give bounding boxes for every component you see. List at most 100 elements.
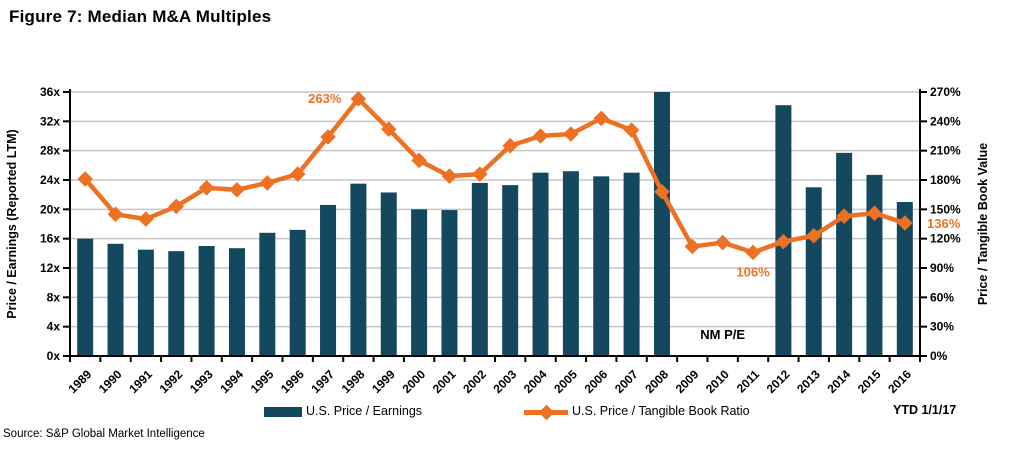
ptbv-marker-1990 [107,206,124,223]
ptbv-marker-1997 [320,129,336,145]
x-tick-label-2008: 2008 [642,367,671,396]
x-tick-label-1998: 1998 [339,367,368,396]
annotation-NMPE: NM P/E [700,327,745,342]
legend-bar-label: U.S. Price / Earnings [306,404,423,418]
x-tick-label-2003: 2003 [491,367,520,396]
x-tick-label-2006: 2006 [582,367,611,396]
x-tick-label-2016: 2016 [885,367,914,396]
x-tick-label-1996: 1996 [278,367,307,396]
ptbv-marker-2011 [745,244,761,261]
right-tick-label: 30% [930,320,954,334]
x-tick-label-1989: 1989 [66,367,95,396]
bar-2005 [562,171,579,356]
ptbv-marker-1999 [380,121,397,137]
x-tick-label-1990: 1990 [96,367,125,396]
x-tick-label-1995: 1995 [248,367,277,396]
bar-1996 [289,229,306,356]
bar-2006 [593,176,610,356]
left-tick-label: 20x [40,202,60,216]
ptbv-marker-2010 [714,234,731,251]
ptbv-marker-2005 [563,126,579,142]
ptbv-marker-2006 [593,110,610,127]
left-tick-label: 36x [40,85,60,99]
ptbv-marker-2000 [411,152,427,169]
bar-2000 [411,209,428,356]
bar-1990 [107,243,124,356]
left-tick-label: 4x [47,320,61,334]
ptbv-line [82,96,908,255]
ptbv-marker-2013 [805,227,822,244]
right-axis-title: Price / Tangible Book Value [976,143,990,305]
x-tick-label-2002: 2002 [460,367,489,396]
ptbv-marker-2002 [472,166,488,182]
x-tick-label-2007: 2007 [612,367,641,396]
left-tick-label: 16x [40,232,60,246]
x-tick-label-1992: 1992 [157,367,186,396]
right-tick-label: 180% [930,173,961,187]
bar-1989 [77,238,94,356]
x-tick-label-2004: 2004 [521,367,550,396]
ptbv-marker-2016 [897,215,913,231]
ptbv-marker-1989 [77,171,93,187]
left-tick-label: 28x [40,144,60,158]
x-tick-label-2014: 2014 [824,367,853,396]
bar-2004 [532,172,549,356]
ptbv-marker-2015 [866,205,883,222]
x-tick-label-2009: 2009 [673,367,702,396]
x-tick-label-2011: 2011 [734,367,763,396]
bar-1997 [320,204,337,356]
left-tick-label: 0x [47,349,61,363]
source-text: Source: S&P Global Market Intelligence [3,428,205,440]
bar-1999 [380,192,397,356]
x-tick-label-2005: 2005 [551,367,580,396]
legend-line-label: U.S. Price / Tangible Book Ratio [572,404,750,418]
ptbv-marker-1994 [229,181,245,198]
right-tick-label: 270% [930,85,961,99]
x-tick-label-2012: 2012 [764,367,793,396]
ptbv-marker-2003 [502,137,518,154]
x-tick-label-1993: 1993 [187,367,216,396]
ptbv-marker-1993 [198,180,215,196]
x-tick-label-1991: 1991 [126,367,155,396]
ytd-label: YTD 1/1/17 [893,403,957,417]
annotation-136: 136% [927,216,961,231]
bar-2007 [623,172,640,356]
legend-bar-swatch [264,407,302,417]
ptbv-marker-2001 [441,168,458,184]
bar-1993 [198,246,215,356]
ptbv-marker-1995 [259,175,276,191]
ptbv-marker-1996 [289,166,306,182]
legend-line-swatch [524,404,568,421]
right-tick-label: 240% [930,114,961,128]
annotation-106: 106% [736,264,770,279]
ptbv-marker-1991 [138,211,154,227]
left-tick-label: 32x [40,114,60,128]
x-tick-label-1999: 1999 [369,367,398,396]
bar-2001 [441,210,458,356]
left-axis-title: Price / Earnings (Reported LTM) [5,129,19,318]
right-tick-label: 120% [930,232,961,246]
bar-1991 [137,249,154,356]
bar-2015 [866,174,883,356]
bar-1995 [259,232,276,356]
x-tick-label-2015: 2015 [855,367,884,396]
right-tick-label: 150% [930,202,961,216]
ptbv-marker-2014 [836,208,852,224]
bar-1998 [350,183,367,356]
x-tick-label-2010: 2010 [703,367,732,396]
bar-2002 [471,182,488,356]
bar-1992 [168,251,185,356]
ptbv-marker-2007 [623,122,640,138]
right-tick-label: 210% [930,144,961,158]
x-tick-label-2001: 2001 [430,367,459,396]
bar-2013 [805,187,822,356]
annotation-263: 263% [308,91,342,106]
x-tick-label-1997: 1997 [308,367,337,396]
figure-title: Figure 7: Median M&A Multiples [9,7,272,26]
left-tick-label: 24x [40,173,60,187]
ptbv-marker-2004 [532,128,549,144]
bar-2016 [896,202,913,356]
bar-2012 [775,105,792,356]
x-tick-label-2013: 2013 [794,367,823,396]
